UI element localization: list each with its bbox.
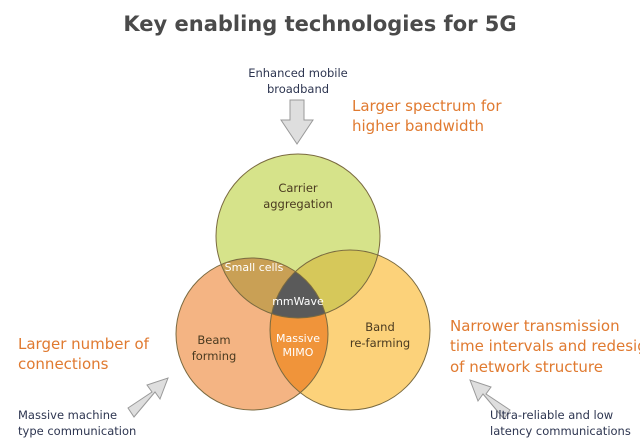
label-aggregation: aggregation xyxy=(263,197,333,211)
benefit-spectrum: Larger spectrum for higher bandwidth xyxy=(352,97,502,136)
benefit-connections: Larger number of connections xyxy=(18,335,149,374)
arrow-up-right-icon xyxy=(127,377,169,418)
label-massive: Massive xyxy=(276,332,320,345)
label-band: Band xyxy=(365,320,395,334)
driver-embb: Enhanced mobile broadband xyxy=(248,66,348,96)
label-mmwave: mmWave xyxy=(272,295,324,308)
arrow-down-icon xyxy=(280,99,314,145)
arrow-up-left-icon xyxy=(469,379,511,420)
label-refarming: re-farming xyxy=(350,336,410,350)
driver-urllc: Ultra-reliable and low latency communica… xyxy=(490,408,631,438)
overlap-mmwave xyxy=(270,258,328,318)
driver-mmtc: Massive machine type communication xyxy=(18,408,137,438)
label-carrier: Carrier xyxy=(278,181,318,195)
label-forming: forming xyxy=(192,349,237,363)
diagram-title: Key enabling technologies for 5G xyxy=(123,12,517,36)
label-small-cells: Small cells xyxy=(225,261,284,274)
benefit-tti: Narrower transmission time intervals and… xyxy=(450,317,640,376)
label-mimo: MIMO xyxy=(283,346,314,359)
label-beam: Beam xyxy=(197,333,230,347)
